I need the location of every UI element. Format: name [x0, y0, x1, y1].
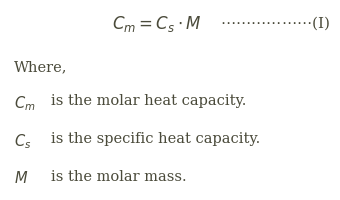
Text: $C_s$: $C_s$ — [14, 132, 31, 151]
Text: $\cdots\cdots\cdots\cdots\cdots\cdots$(I): $\cdots\cdots\cdots\cdots\cdots\cdots$(I… — [220, 14, 330, 32]
Text: Where,: Where, — [14, 60, 67, 74]
Text: $C_m = C_s \cdot M$: $C_m = C_s \cdot M$ — [112, 14, 201, 34]
Text: $C_m$: $C_m$ — [14, 94, 35, 113]
Text: is the molar mass.: is the molar mass. — [51, 170, 187, 184]
Text: $M$: $M$ — [14, 170, 28, 186]
Text: is the specific heat capacity.: is the specific heat capacity. — [51, 132, 260, 146]
Text: is the molar heat capacity.: is the molar heat capacity. — [51, 94, 246, 108]
